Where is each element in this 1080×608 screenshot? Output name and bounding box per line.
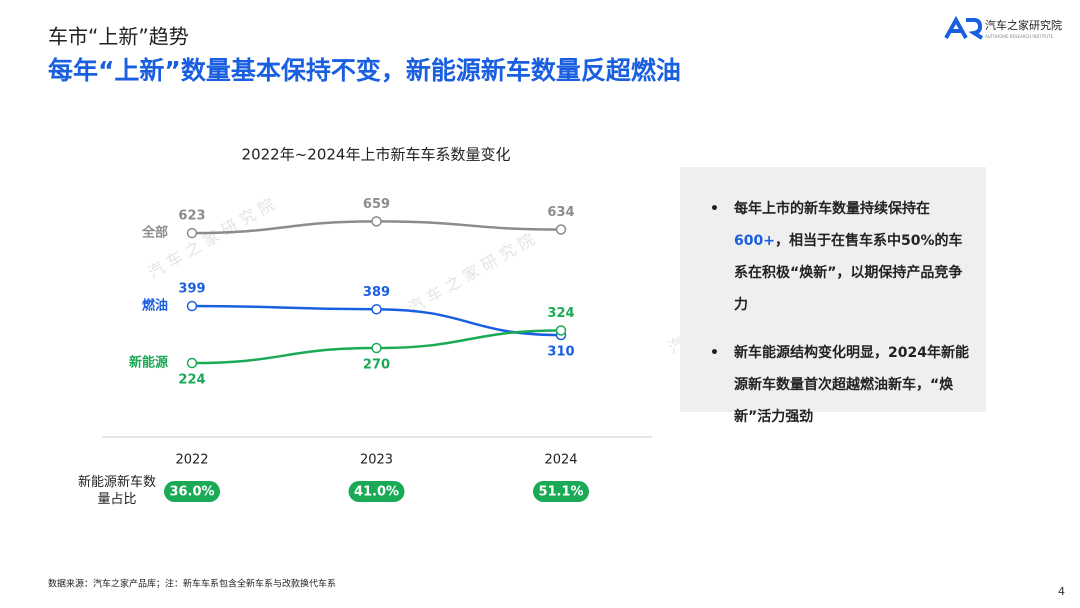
- data-label: 634: [547, 205, 574, 220]
- data-point: [371, 342, 382, 354]
- data-label: 270: [363, 358, 390, 373]
- note-text: ，相当于在售车系中50%的车系在积极“焕新”，以期保持产品竞争力: [734, 233, 963, 313]
- share-value: 51.1%: [538, 485, 583, 500]
- data-point: [186, 227, 198, 239]
- logo-text: 汽车之家研究院: [985, 18, 1062, 32]
- watermark: 汽 车 之 家 研 究 院: [405, 230, 538, 318]
- data-point: [371, 216, 382, 227]
- notes-box: 每年上市的新车数量持续保持在 600+，相当于在售车系中50%的车系在积极“焕新”…: [680, 167, 986, 425]
- data-label: 659: [363, 197, 390, 212]
- note: 新车能源结构变化明显，2024年新能源新车数量首次超越燃油新车，“焕新”活力强劲: [710, 337, 970, 433]
- note: 每年上市的新车数量持续保持在 600+，相当于在售车系中50%的车系在积极“焕新”…: [710, 193, 970, 321]
- x-tick-label: 2023: [360, 453, 393, 468]
- data-point: [186, 300, 198, 312]
- logo-subtext: AUTOHOME RESEARCH INSTITUTE: [985, 34, 1054, 39]
- share-pill: [348, 481, 405, 502]
- logo: 汽车之家研究院 AUTOHOME RESEARCH INSTITUTE: [944, 15, 1062, 40]
- share-value: 36.0%: [169, 485, 214, 500]
- x-tick-label: 2022: [175, 453, 208, 468]
- x-tick-label: 2024: [544, 453, 577, 468]
- footer-source: 数据来源：汽车之家产品库；注：新车车系包含全新车系与改款换代车系: [48, 578, 336, 590]
- note-text: 新车能源结构变化明显，2024年新能源新车数量首次超越燃油新车，“焕新”活力强劲: [734, 345, 969, 425]
- data-label: 324: [547, 306, 574, 321]
- share-label: 新能源新车数量占比: [77, 475, 156, 507]
- share-pill: [533, 481, 589, 502]
- headline: 每年“上新”数量基本保持不变，新能源新车数量反超燃油: [48, 56, 681, 85]
- data-point: [186, 357, 198, 369]
- data-label: 399: [178, 282, 205, 297]
- note-highlight: 600+: [734, 233, 775, 249]
- data-point: [371, 304, 382, 315]
- share-value: 41.0%: [354, 485, 399, 500]
- logo-icon: [944, 15, 984, 40]
- note-text: 每年上市的新车数量持续保持在: [734, 201, 930, 217]
- section-title: 车市“上新”趋势: [48, 25, 189, 49]
- data-point: [555, 325, 567, 336]
- series-label: 新能源: [129, 355, 168, 371]
- data-label: 389: [363, 285, 390, 300]
- share-pill: [164, 481, 220, 502]
- data-point: [555, 224, 567, 235]
- data-label: 310: [547, 345, 574, 360]
- chart-title: 2022年~2024年上市新车车系数量变化: [242, 146, 511, 164]
- series-label: 燃油: [142, 298, 168, 314]
- series-label: 全部: [141, 225, 168, 241]
- data-label: 623: [178, 209, 205, 224]
- data-label: 224: [178, 373, 205, 388]
- page-number: 4: [1058, 585, 1065, 598]
